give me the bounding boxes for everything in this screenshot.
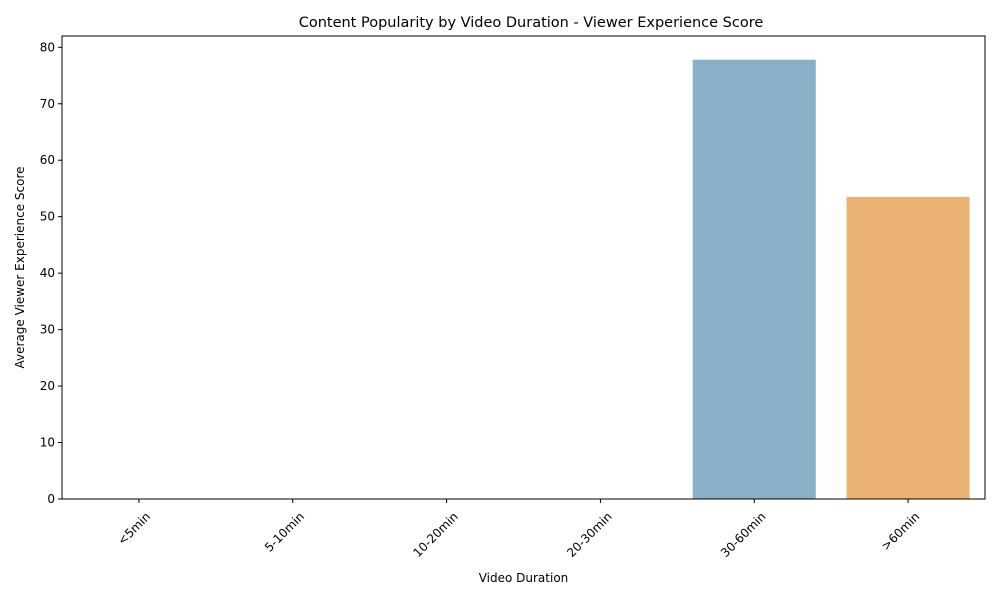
y-tick-label-8: 80 xyxy=(40,40,55,54)
y-tick-label-7: 70 xyxy=(40,97,55,111)
x-axis: <5min 5-10min 10-20min 20-30min 30-60min >60m… xyxy=(115,499,923,560)
x-axis-title: Video Duration xyxy=(479,571,569,585)
x-tick-label-0: <5min xyxy=(115,509,153,547)
chart-title: Content Popularity by Video Duration - V… xyxy=(299,15,764,31)
y-tick-label-2: 20 xyxy=(40,379,55,393)
y-tick-label-5: 50 xyxy=(40,210,55,224)
x-tick-label-1: 5-10min xyxy=(262,509,307,554)
bars-group xyxy=(692,59,970,500)
y-axis: 0 10 20 30 40 50 60 70 80 xyxy=(40,40,62,506)
plot-frame xyxy=(61,35,986,500)
bar-4 xyxy=(692,59,816,500)
y-tick-label-6: 60 xyxy=(40,153,55,167)
x-tick-label-2: 10-20min xyxy=(410,509,461,560)
y-tick-label-3: 30 xyxy=(40,323,55,337)
y-axis-title: Average Viewer Experience Score xyxy=(13,166,27,368)
x-tick-label-5: >60min xyxy=(879,509,923,553)
x-tick-label-3: 20-30min xyxy=(564,509,615,560)
y-tick-label-0: 0 xyxy=(47,492,55,506)
y-tick-label-4: 40 xyxy=(40,266,55,280)
x-tick-label-4: 30-60min xyxy=(718,509,769,560)
bar-5 xyxy=(846,196,970,500)
y-tick-label-1: 10 xyxy=(40,436,55,450)
